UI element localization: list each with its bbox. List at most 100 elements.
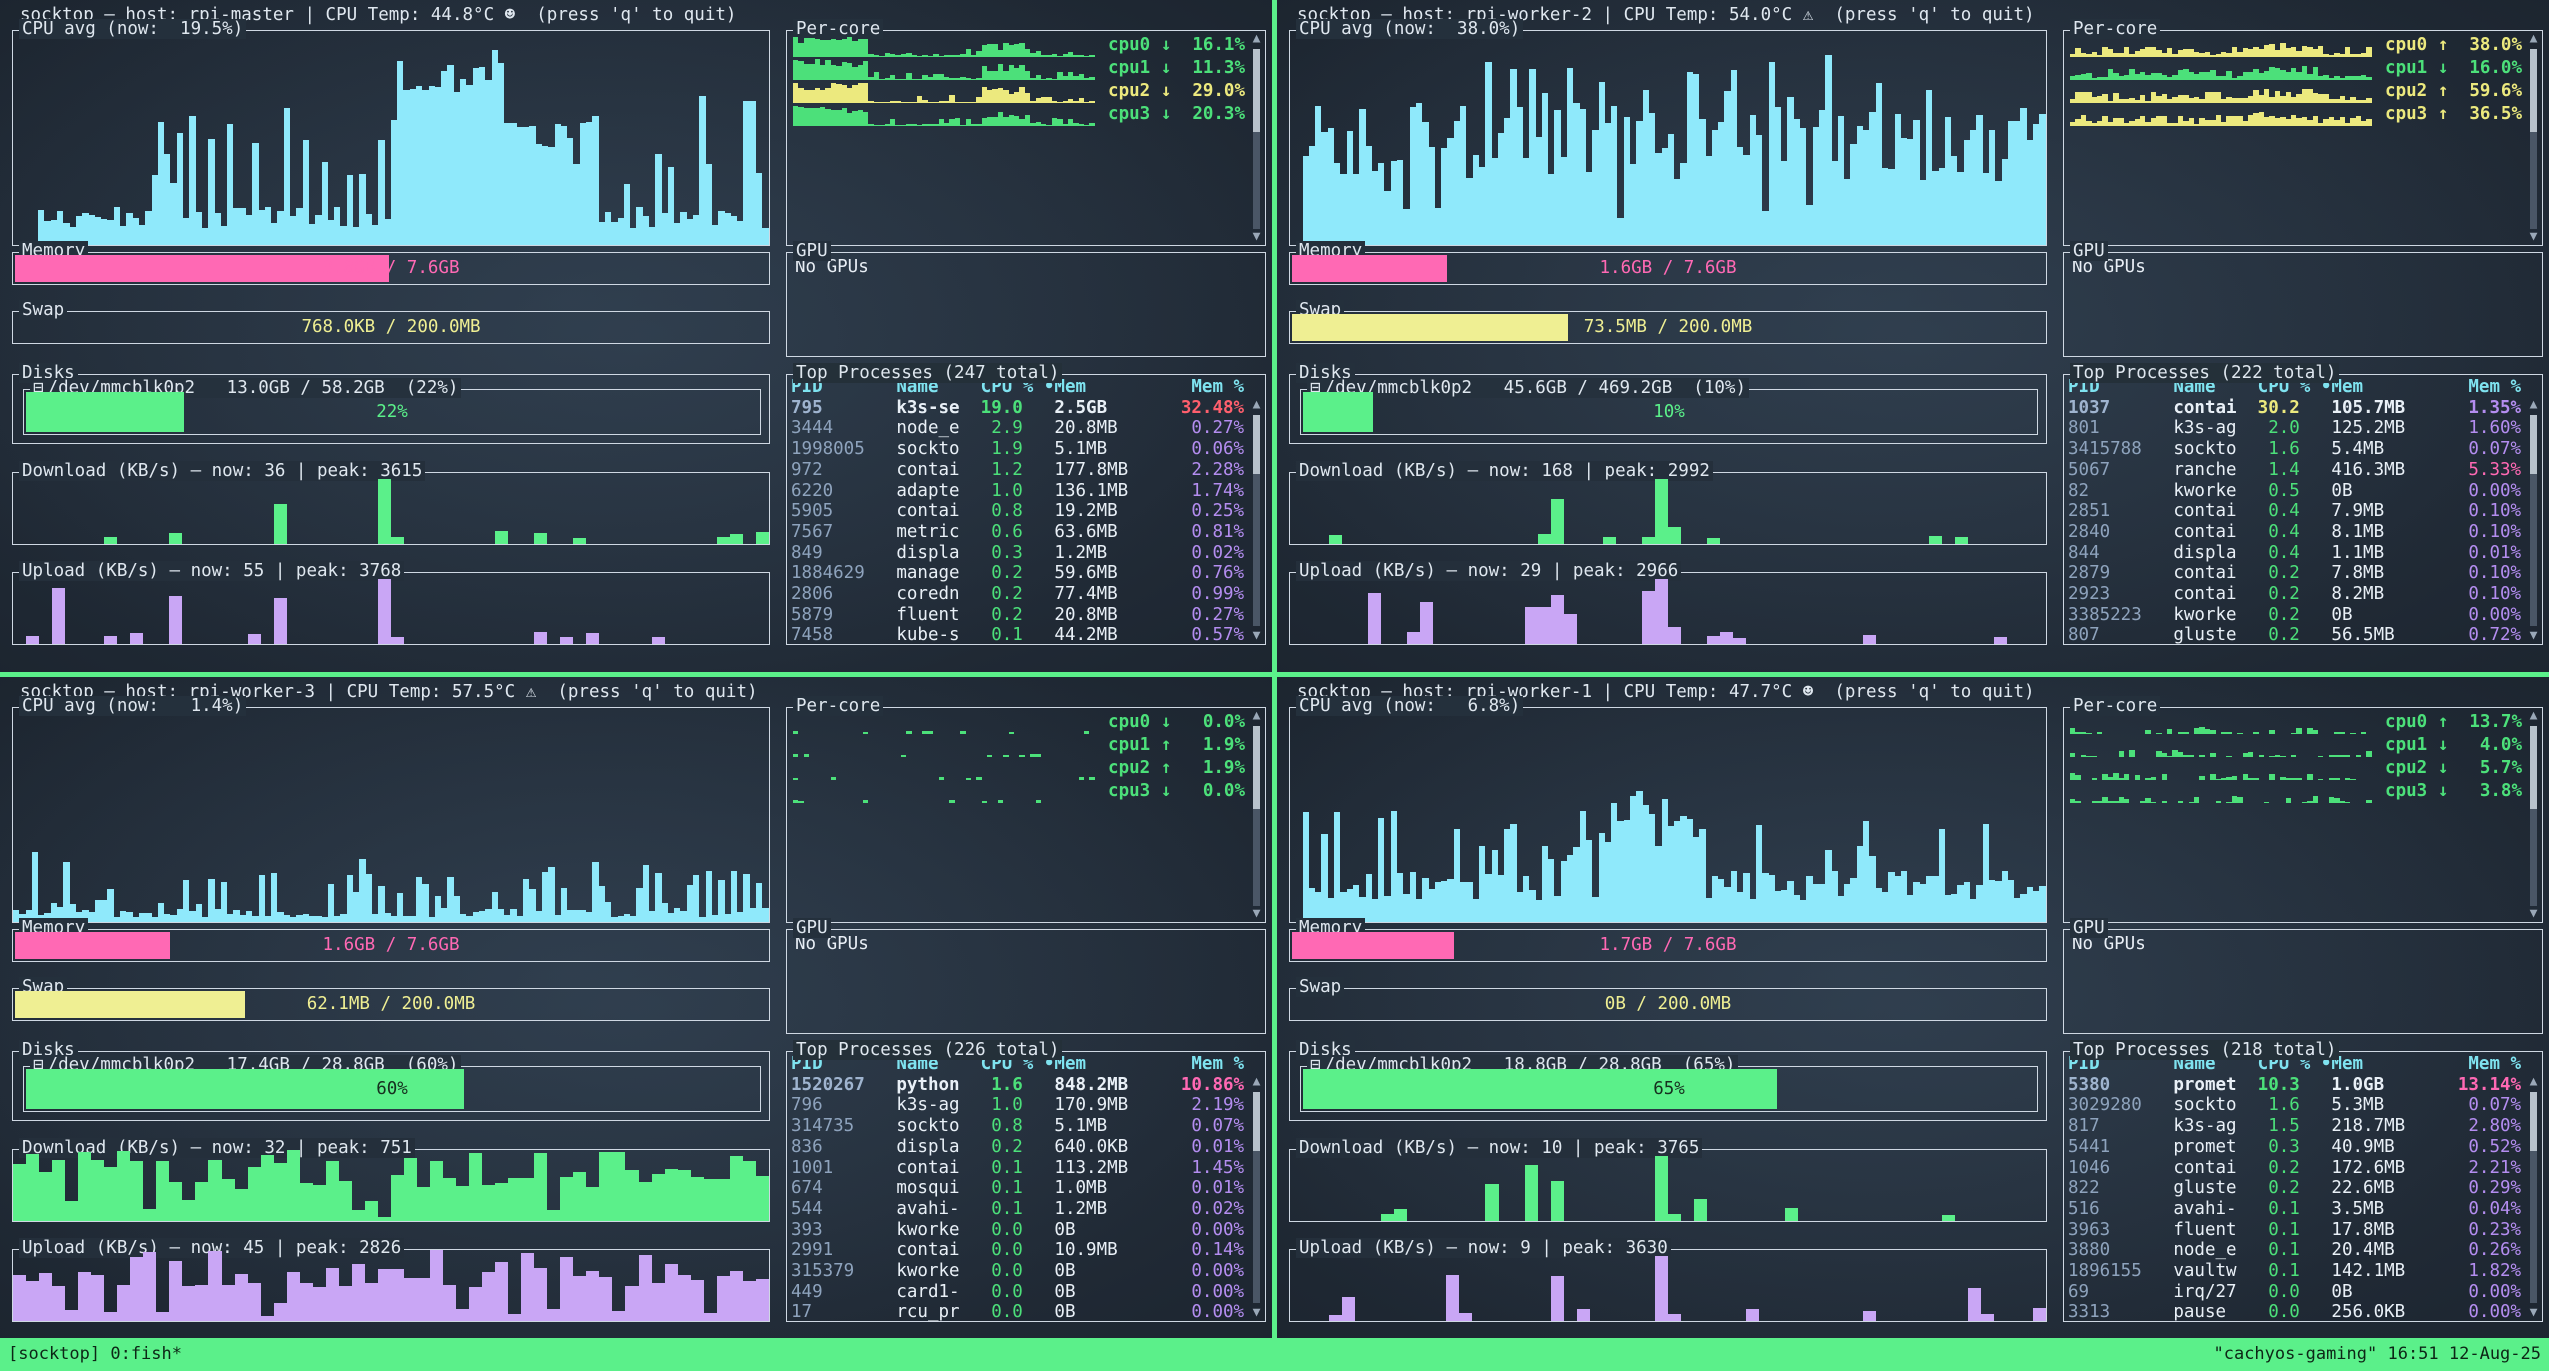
- scroll-down-icon[interactable]: ▼: [1252, 229, 1261, 244]
- table-row[interactable]: 315379 kworke 0.0 0B 0.00%: [791, 1261, 1265, 1282]
- table-row[interactable]: 2923 contai 0.2 8.2MB 0.10%: [2068, 584, 2542, 605]
- table-row[interactable]: 817 k3s-ag 1.5 218.7MB 2.80%: [2068, 1116, 2542, 1137]
- scroll-up-icon[interactable]: ▲: [1252, 397, 1261, 412]
- table-row[interactable]: 1046 contai 0.2 172.6MB 2.21%: [2068, 1158, 2542, 1179]
- pane-rpi-worker-2[interactable]: socktop — host: rpi-worker-2 | CPU Temp:…: [1277, 0, 2549, 672]
- table-row[interactable]: 3880 node_e 0.1 20.4MB 0.26%: [2068, 1240, 2542, 1261]
- pane-divider-vertical-top[interactable]: [1272, 0, 1277, 672]
- table-row[interactable]: 1884629 manage 0.2 59.6MB 0.76%: [791, 563, 1265, 584]
- scroll-down-icon[interactable]: ▼: [1252, 628, 1261, 643]
- table-row[interactable]: 1896155 vaultw 0.1 142.1MB 1.82%: [2068, 1261, 2542, 1282]
- table-row[interactable]: 3963 fluent 0.1 17.8MB 0.23%: [2068, 1220, 2542, 1241]
- table-row[interactable]: 393 kworke 0.0 0B 0.00%: [791, 1220, 1265, 1241]
- disk-bar-fill: [26, 1069, 464, 1109]
- table-row[interactable]: 5380 promet 10.3 1.0GB 13.14%: [2068, 1075, 2542, 1096]
- table-row[interactable]: 3385223 kworke 0.2 0B 0.00%: [2068, 605, 2542, 626]
- col-header-mem[interactable]: Mem: [2331, 1054, 2448, 1074]
- percore-scrollbar[interactable]: ▲ ▼: [2528, 708, 2539, 921]
- table-row[interactable]: 801 k3s-ag 2.0 125.2MB 1.60%: [2068, 418, 2542, 439]
- scroll-down-icon[interactable]: ▼: [2529, 906, 2538, 921]
- table-row[interactable]: 69 irq/27 0.0 0B 0.00%: [2068, 1282, 2542, 1303]
- process-scrollbar[interactable]: ▲ ▼: [1251, 1054, 1262, 1319]
- col-header-mem[interactable]: Mem: [2331, 377, 2448, 397]
- table-row[interactable]: 972 contai 1.2 177.8MB 2.28%: [791, 460, 1265, 481]
- process-cpu: 2.9: [980, 418, 1023, 439]
- scroll-up-icon[interactable]: ▲: [2529, 708, 2538, 723]
- table-row[interactable]: 3313 pause 0.0 256.0KB 0.00%: [2068, 1302, 2542, 1323]
- scroll-down-icon[interactable]: ▼: [2529, 1305, 2538, 1320]
- table-row[interactable]: 6220 adapte 1.0 136.1MB 1.74%: [791, 481, 1265, 502]
- table-row[interactable]: 7458 kube-s 0.1 44.2MB 0.57%: [791, 625, 1265, 646]
- upload-graph: [13, 1250, 769, 1321]
- process-scrollbar[interactable]: ▲ ▼: [2528, 377, 2539, 642]
- col-header-mem-pct[interactable]: Mem %: [1170, 1054, 1245, 1074]
- table-row[interactable]: 1998005 sockto 1.9 5.1MB 0.06%: [791, 439, 1265, 460]
- table-row[interactable]: 3444 node_e 2.9 20.8MB 0.27%: [791, 418, 1265, 439]
- scroll-up-icon[interactable]: ▲: [2529, 1074, 2538, 1089]
- table-row[interactable]: 844 displa 0.4 1.1MB 0.01%: [2068, 543, 2542, 564]
- scroll-down-icon[interactable]: ▼: [1252, 1305, 1261, 1320]
- disk-device-box[interactable]: ⊟/dev/mmcblk0p2 13.0GB / 58.2GB (22%) 22%: [23, 378, 761, 435]
- table-row[interactable]: 449 card1- 0.0 0B 0.00%: [791, 1282, 1265, 1303]
- pane-rpi-worker-1[interactable]: socktop — host: rpi-worker-1 | CPU Temp:…: [1277, 677, 2549, 1338]
- table-row[interactable]: 314735 sockto 0.8 5.1MB 0.07%: [791, 1116, 1265, 1137]
- scroll-up-icon[interactable]: ▲: [2529, 397, 2538, 412]
- table-row[interactable]: 5441 promet 0.3 40.9MB 0.52%: [2068, 1137, 2542, 1158]
- col-header-mem[interactable]: Mem: [1054, 1054, 1171, 1074]
- col-header-mem-pct[interactable]: Mem %: [2447, 377, 2522, 397]
- process-scrollbar[interactable]: ▲ ▼: [1251, 377, 1262, 642]
- table-row[interactable]: 1520267 python 1.6 848.2MB 10.86%: [791, 1075, 1265, 1096]
- table-row[interactable]: 544 avahi- 0.1 1.2MB 0.02%: [791, 1199, 1265, 1220]
- pane-divider-vertical-bottom[interactable]: [1272, 677, 1277, 1338]
- table-row[interactable]: 516 avahi- 0.1 3.5MB 0.04%: [2068, 1199, 2542, 1220]
- disk-device-box[interactable]: ⊟/dev/mmcblk0p2 45.6GB / 469.2GB (10%) 10…: [1300, 378, 2038, 435]
- table-row[interactable]: 7567 metric 0.6 63.6MB 0.81%: [791, 522, 1265, 543]
- table-row[interactable]: 1037 contai 30.2 105.7MB 1.35%: [2068, 398, 2542, 419]
- percore-scrollbar[interactable]: ▲ ▼: [2528, 31, 2539, 244]
- pane-divider-horizontal[interactable]: [0, 672, 2549, 677]
- table-row[interactable]: 795 k3s-se 19.0 2.5GB 32.48%: [791, 398, 1265, 419]
- disk-usage-pct: 22%: [376, 402, 408, 422]
- tmux-status-bar[interactable]: [socktop] 0:fish* "cachyos-gaming" 16:51…: [0, 1338, 2549, 1371]
- table-row[interactable]: 2991 contai 0.0 10.9MB 0.14%: [791, 1240, 1265, 1261]
- table-row[interactable]: 5067 ranche 1.4 416.3MB 5.33%: [2068, 460, 2542, 481]
- disk-device-box[interactable]: ⊟/dev/mmcblk0p2 18.8GB / 28.8GB (65%) 65%: [1300, 1055, 2038, 1112]
- table-row[interactable]: 17 rcu_pr 0.0 0B 0.00%: [791, 1302, 1265, 1323]
- table-row[interactable]: 674 mosqui 0.1 1.0MB 0.01%: [791, 1178, 1265, 1199]
- col-header-mem[interactable]: Mem: [1054, 377, 1171, 397]
- table-row[interactable]: 2840 contai 0.4 8.1MB 0.10%: [2068, 522, 2542, 543]
- table-row[interactable]: 2806 coredn 0.2 77.4MB 0.99%: [791, 584, 1265, 605]
- disk-device-box[interactable]: ⊟/dev/mmcblk0p2 17.4GB / 28.8GB (60%) 60%: [23, 1055, 761, 1112]
- pane-rpi-master[interactable]: socktop — host: rpi-master | CPU Temp: 4…: [0, 0, 1272, 672]
- scroll-down-icon[interactable]: ▼: [2529, 628, 2538, 643]
- scroll-up-icon[interactable]: ▲: [1252, 31, 1261, 46]
- percore-sparkline: [2070, 734, 2372, 757]
- scroll-up-icon[interactable]: ▲: [1252, 708, 1261, 723]
- pane-rpi-worker-3[interactable]: socktop — host: rpi-worker-3 | CPU Temp:…: [0, 677, 1272, 1338]
- scroll-down-icon[interactable]: ▼: [1252, 906, 1261, 921]
- table-row[interactable]: 3415788 sockto 1.6 5.4MB 0.07%: [2068, 439, 2542, 460]
- percore-scrollbar[interactable]: ▲ ▼: [1251, 708, 1262, 921]
- table-row[interactable]: 1001 contai 0.1 113.2MB 1.45%: [791, 1158, 1265, 1179]
- table-row[interactable]: 807 gluste 0.2 56.5MB 0.72%: [2068, 625, 2542, 646]
- col-header-mem-pct[interactable]: Mem %: [2447, 1054, 2522, 1074]
- swap-value: 73.5MB / 200.0MB: [1583, 317, 1753, 337]
- table-row[interactable]: 3029280 sockto 1.6 5.3MB 0.07%: [2068, 1095, 2542, 1116]
- table-row[interactable]: 5879 fluent 0.2 20.8MB 0.27%: [791, 605, 1265, 626]
- scroll-up-icon[interactable]: ▲: [2529, 31, 2538, 46]
- table-row[interactable]: 5905 contai 0.8 19.2MB 0.25%: [791, 501, 1265, 522]
- percore-scrollbar[interactable]: ▲ ▼: [1251, 31, 1262, 244]
- table-row[interactable]: 796 k3s-ag 1.0 170.9MB 2.19%: [791, 1095, 1265, 1116]
- table-row[interactable]: 82 kworke 0.5 0B 0.00%: [2068, 481, 2542, 502]
- table-row[interactable]: 836 displa 0.2 640.0KB 0.01%: [791, 1137, 1265, 1158]
- process-name: k3s-ag: [2173, 418, 2258, 439]
- scroll-up-icon[interactable]: ▲: [1252, 1074, 1261, 1089]
- table-row[interactable]: 822 gluste 0.2 22.6MB 0.29%: [2068, 1178, 2542, 1199]
- table-row[interactable]: 2851 contai 0.4 7.9MB 0.10%: [2068, 501, 2542, 522]
- table-row[interactable]: 2879 contai 0.2 7.8MB 0.10%: [2068, 563, 2542, 584]
- col-header-mem-pct[interactable]: Mem %: [1170, 377, 1245, 397]
- process-pid: 5905: [791, 501, 897, 522]
- scroll-down-icon[interactable]: ▼: [2529, 229, 2538, 244]
- process-scrollbar[interactable]: ▲ ▼: [2528, 1054, 2539, 1319]
- table-row[interactable]: 849 displa 0.3 1.2MB 0.02%: [791, 543, 1265, 564]
